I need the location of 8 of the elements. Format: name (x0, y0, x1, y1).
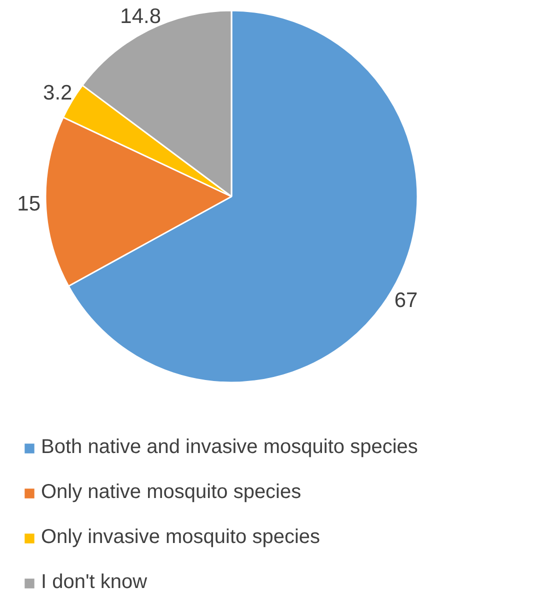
legend-label: I don't know (41, 571, 148, 594)
data-label: 67 (394, 289, 418, 312)
legend-label: Only invasive mosquito species (41, 526, 320, 549)
data-label: 14.8 (120, 4, 162, 28)
data-label: 3.2 (43, 82, 72, 105)
legend-label: Only native mosquito species (41, 481, 302, 504)
data-label: 15 (17, 192, 41, 216)
legend-label: Both native and invasive mosquito species (41, 436, 418, 459)
